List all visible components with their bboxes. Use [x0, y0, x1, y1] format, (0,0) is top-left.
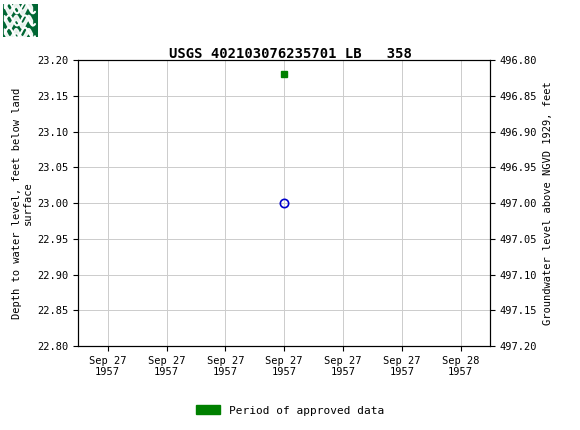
Text: USGS: USGS: [38, 11, 98, 30]
Text: USGS 402103076235701 LB   358: USGS 402103076235701 LB 358: [169, 47, 411, 61]
FancyBboxPatch shape: [3, 4, 38, 37]
Y-axis label: Groundwater level above NGVD 1929, feet: Groundwater level above NGVD 1929, feet: [543, 81, 553, 325]
Legend: Period of approved data: Period of approved data: [191, 401, 389, 420]
Y-axis label: Depth to water level, feet below land
surface: Depth to water level, feet below land su…: [12, 88, 33, 319]
